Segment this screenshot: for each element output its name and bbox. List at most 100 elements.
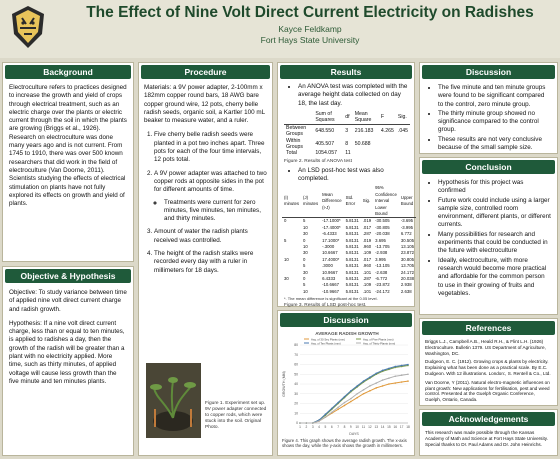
- lsd-header-cell: Std. Error: [343, 185, 361, 219]
- x-tick-label: 17: [400, 425, 404, 429]
- acknowledgements-heading: Acknowledgements: [422, 412, 555, 426]
- lsd-cell: -2.638: [375, 269, 388, 275]
- series-point: [407, 373, 409, 376]
- discussion-bullet: The five minute and ten minute groups we…: [438, 84, 551, 109]
- lsd-cell: 10.6667: [322, 250, 338, 256]
- reference-item: Van Doorne, Y (2011). Natural electro-ma…: [425, 379, 550, 403]
- x-axis-label: DAYS: [349, 432, 359, 436]
- lsd-cell: 3.995: [375, 256, 386, 262]
- series-point: [400, 381, 403, 383]
- series-point: [356, 396, 358, 399]
- lsd-cell: 2.638: [400, 288, 412, 294]
- legend-label: Avg. of 30 Sec Plants (mm): [311, 337, 345, 341]
- objective-paragraph: Objective: To study variance between tim…: [9, 289, 127, 313]
- lsd-cell: .960: [362, 263, 372, 269]
- lsd-cell: 3.695: [375, 237, 386, 243]
- lsd-cell: 6.772: [400, 231, 412, 237]
- series-line: [300, 373, 409, 424]
- series-point: [350, 397, 352, 400]
- lsd-cell: 5.8131: [345, 231, 359, 237]
- anova-header-cell: F: [378, 110, 396, 125]
- series-line: [300, 364, 409, 424]
- background-heading: Background: [5, 65, 131, 79]
- lsd-cell: 10: [303, 243, 308, 249]
- lsd-header-cell: (J) minutes: [301, 185, 321, 219]
- series-point: [407, 363, 409, 366]
- lsd-cell: 5: [303, 218, 306, 224]
- discussion-text: The five minute and ten minute groups we…: [420, 81, 557, 152]
- lsd-cell: 0: [303, 276, 306, 282]
- x-tick-label: 16: [394, 425, 398, 429]
- series-point: [381, 385, 384, 387]
- anova-cell: 1054.057: [315, 150, 337, 157]
- lsd-cell: 5.8131: [345, 218, 359, 224]
- author-name: Kayce Feldkamp: [278, 24, 342, 34]
- y-tick-label: 30: [294, 392, 298, 396]
- series-point: [375, 382, 378, 384]
- lsd-cell: 5.8131: [345, 256, 359, 262]
- series-point: [330, 411, 333, 414]
- discussion-chart-panel: Discussion AVERAGE RADISH GROWTH Avg. of …: [277, 310, 415, 456]
- procedure-panel: Procedure Materials: a 9V power adapter,…: [138, 62, 273, 456]
- series-point: [375, 372, 378, 375]
- chart-title: AVERAGE RADISH GROWTH: [315, 331, 379, 336]
- anova-cell: 648.550: [315, 127, 335, 134]
- experiment-photo: [146, 363, 201, 438]
- lsd-cell: -6.772: [375, 276, 388, 282]
- lsd-note: *. The mean difference is significant at…: [284, 296, 378, 302]
- series-point: [381, 379, 384, 381]
- anova-header-cell: Sig.: [395, 110, 410, 125]
- series-point: [337, 408, 339, 411]
- lsd-cell: -20.038: [375, 231, 390, 237]
- conclusion-bullet: Many possibilities for research and expe…: [438, 231, 551, 256]
- procedure-step-2: A 9V power adapter was attached to two c…: [154, 170, 267, 224]
- lsd-cell: 30: [303, 231, 308, 237]
- lsd-cell: .017: [362, 224, 372, 230]
- lsd-cell: 10: [303, 224, 308, 230]
- lsd-cell: 2.938: [400, 282, 412, 288]
- series-point: [369, 385, 371, 387]
- procedure-heading: Procedure: [141, 65, 270, 79]
- discussion-bullet: The thirty minute group showed no signif…: [438, 110, 551, 135]
- legend-label: Avg. of Thirty Plants (mm): [363, 341, 395, 345]
- anova-header-cell: [284, 110, 314, 125]
- discussion-bullet: These results are not very conclusive be…: [438, 136, 551, 153]
- series-point: [311, 422, 314, 424]
- procedure-step-1: Five cherry belle radish seeds were plan…: [154, 131, 267, 164]
- series-point: [343, 404, 346, 407]
- lsd-cell: 23.872: [400, 250, 415, 256]
- lsd-cell: -30.505: [375, 218, 390, 224]
- lsd-cell: .3000: [322, 263, 333, 269]
- lsd-row: 0 5 -17.1000* 5.8131.019 -30.505 -3.695: [282, 218, 416, 225]
- lsd-cell: 5.8131: [345, 243, 359, 249]
- lsd-cell: 17.4000*: [322, 256, 340, 262]
- lsd-cell: -.3000: [322, 243, 335, 249]
- lsd-row: 10 0 17.4000* 5.8131.017 3.995 30.805: [282, 257, 416, 263]
- hypothesis-paragraph: Hypothesis: If a nine volt direct curren…: [9, 319, 125, 385]
- anova-cell: Total: [286, 150, 297, 157]
- series-point: [356, 392, 358, 395]
- lsd-cell: 5: [303, 282, 306, 288]
- reference-item: Dudgeon, E. C. (1912). Growing crops & p…: [425, 359, 551, 376]
- lsd-cell: .109: [362, 250, 372, 256]
- lsd-cell: 30: [303, 250, 308, 256]
- anova-header-row: Sum of Squares df Mean Square F Sig.: [284, 110, 410, 125]
- lsd-cell: 0: [303, 237, 306, 243]
- tiger-logo-icon: [8, 4, 48, 50]
- lsd-row: 10 -10.9667 5.8131.101 -24.172 2.638: [282, 289, 416, 295]
- poster-header: [0, 0, 560, 58]
- lsd-cell: -10.6667: [322, 282, 340, 288]
- lsd-cell: 5.8131: [345, 269, 359, 275]
- x-tick-label: 10: [355, 425, 359, 429]
- series-point: [369, 376, 371, 378]
- lsd-cell: 5.8131: [345, 276, 359, 282]
- figure-3-caption: Figure 3. Results of LSD post-hoc test.: [284, 303, 367, 309]
- anova-intro: An ANOVA test was completed with the ave…: [278, 81, 414, 108]
- lsd-cell: -10.9667: [322, 288, 340, 294]
- acknowledgements-panel: Acknowledgements This research was made …: [419, 409, 558, 456]
- y-tick-label: 10: [294, 411, 298, 415]
- lsd-cell: -13.705: [375, 243, 390, 249]
- lsd-cell: 0: [284, 218, 287, 224]
- lsd-cell: 5.8131: [345, 250, 359, 256]
